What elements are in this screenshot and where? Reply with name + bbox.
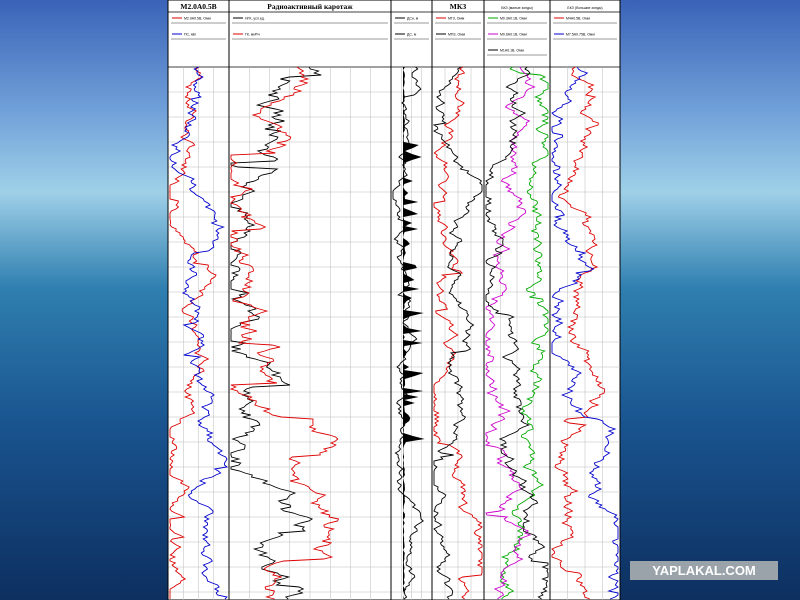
log-curve — [484, 66, 536, 600]
curve-label: М2.0А0.5В, Омм — [184, 17, 211, 21]
curve-label: НГК, усл.ед. — [245, 17, 265, 21]
column-title: Радиоактивный каротаж — [267, 2, 353, 11]
log-curve — [551, 66, 606, 600]
curve-label: М7.5А0.75В, Омм — [566, 33, 595, 37]
column-title: М2.0А0.5В — [180, 2, 216, 11]
caliper-fill — [403, 67, 425, 600]
curve-label: МПЗ, Омм — [448, 33, 466, 37]
curve-label: М0.3А0.1В, Омм — [500, 17, 527, 21]
log-curve — [485, 66, 549, 600]
log-curve — [230, 66, 322, 600]
curve-label: М1А0.1В, Омм — [500, 49, 524, 53]
column-title: МКЗ — [450, 2, 467, 11]
log-curve — [432, 66, 483, 600]
column-title: БКЗ (большие зонды) — [567, 6, 602, 10]
watermark: YAPLAKAL.COM — [630, 561, 778, 580]
curve-label: ДС, м — [407, 33, 417, 37]
log-curve — [229, 66, 340, 600]
curve-label: МГЗ, Омм — [448, 17, 465, 21]
log-curve — [433, 66, 483, 600]
curve-label: ГК, мкР/ч — [245, 33, 260, 37]
curve-label: М4А0.5В, Омм — [566, 17, 590, 21]
curve-label: М0.6А0.1В, Омм — [500, 33, 527, 37]
log-curve — [551, 66, 619, 600]
log-panel — [167, 0, 621, 600]
log-curve — [169, 66, 229, 600]
log-curve — [169, 66, 217, 599]
log-curve — [499, 66, 550, 600]
curve-label: ДСн, м — [407, 17, 419, 21]
curve-label: ПС, мВ — [184, 33, 196, 37]
column-title: БКЗ (малые зонды) — [501, 6, 533, 10]
